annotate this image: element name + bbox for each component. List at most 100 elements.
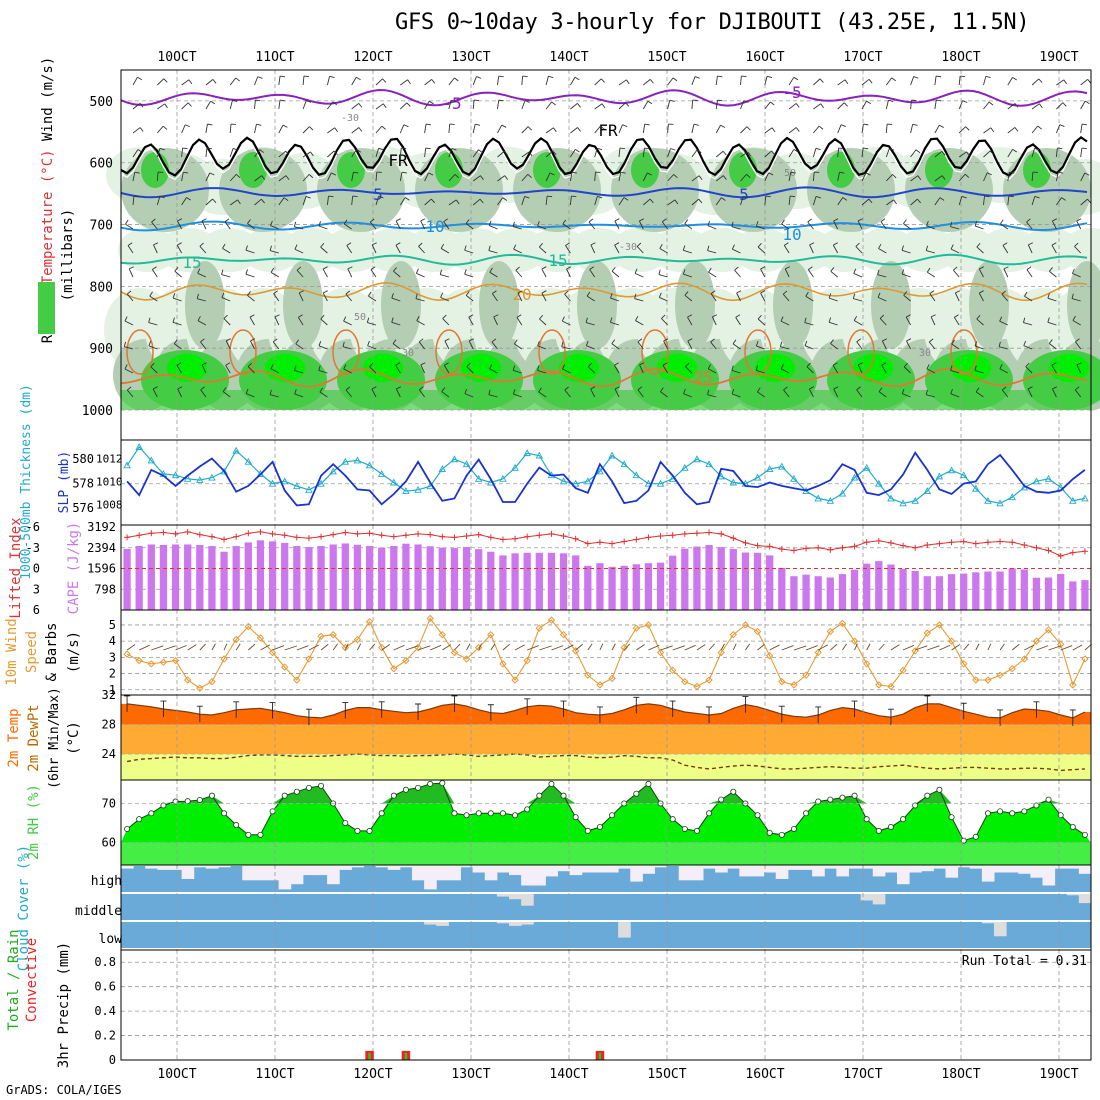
wind-barb-10m (999, 643, 1005, 651)
wind-barb-flag (893, 199, 897, 205)
wind-barb (1031, 196, 1036, 206)
wind-barb-flag (950, 221, 953, 227)
rh2m-point (536, 792, 543, 799)
wind-barb (205, 101, 211, 110)
wind-speed-point (559, 630, 568, 639)
rh-shading (283, 261, 323, 349)
wind-barb-flag (235, 77, 240, 82)
wind-barb (780, 346, 790, 350)
cloud-layer-middle (121, 894, 1091, 920)
wind-barb-flag (425, 123, 432, 126)
wind-barb (512, 226, 522, 230)
wind-barb-10m (1060, 645, 1073, 651)
wind-barb (472, 76, 477, 86)
wind-barb-flag (257, 76, 263, 79)
wind-barb-flag (562, 219, 567, 225)
wind-barb-flag (443, 218, 448, 223)
wind-barb-flag (428, 100, 434, 105)
cloud-clear-bar (121, 866, 134, 869)
wind-speed-point (887, 682, 895, 691)
wind-barb (618, 148, 621, 158)
wind-barb (197, 298, 207, 302)
wind-barb (497, 124, 503, 134)
cloud-clear-bar (290, 866, 304, 885)
cape-bar (960, 573, 968, 610)
wind-barb (375, 125, 383, 134)
temp-minmax-bar (560, 700, 567, 718)
rh-shading (773, 261, 813, 349)
wind-barb-flag (382, 103, 387, 109)
wind-barb-flag (280, 75, 286, 78)
wind-barb (885, 123, 888, 134)
wind-barb (740, 151, 749, 158)
cloud-clear-bar (569, 866, 583, 876)
wind-barb (343, 368, 352, 374)
thickness-point (365, 461, 374, 469)
wind-barb-flag (577, 127, 581, 132)
wind-barb (708, 368, 717, 374)
wind-barb-flag (382, 78, 387, 83)
wind-barb (812, 196, 817, 206)
wind-barb (229, 174, 237, 182)
wind-barb-flag (528, 151, 533, 157)
pressure-tick-label: 900 (90, 342, 113, 357)
contour-label: 15 (548, 251, 567, 270)
wind-barb (223, 318, 231, 326)
cape-bar (1032, 577, 1041, 610)
wind-barb-10m (781, 645, 794, 651)
wind-barb-flag (343, 219, 348, 225)
wind-barb (885, 174, 893, 182)
wind-barb-flag (1074, 386, 1080, 391)
wind-barb (934, 100, 937, 110)
wind-barb-flag (988, 101, 994, 106)
cape-bar (790, 576, 798, 610)
wind-barb-flag (571, 195, 577, 198)
rh2m-point (984, 810, 991, 817)
temp-tick-label: 28 (102, 718, 116, 732)
cape-bar (875, 561, 883, 610)
wind-barb (564, 389, 571, 398)
wind-barb-flag (548, 75, 554, 78)
wind-barb-flag (1047, 293, 1050, 299)
wind-barb-flag (936, 99, 942, 102)
wind-barb (150, 366, 158, 374)
isotherm-6 (120, 367, 1088, 388)
wind-barb-flag (333, 150, 338, 156)
cloud-clear-bar (581, 866, 595, 873)
wind-barb (221, 297, 231, 302)
cloud-clear-bar (787, 866, 801, 870)
wind-barb (691, 76, 696, 86)
wind-barb (885, 100, 889, 110)
wind-barb (326, 196, 329, 206)
date-tick-top: 12OCT (353, 50, 392, 65)
wind-barb-flag (249, 314, 255, 318)
wind-barb (667, 123, 669, 134)
wind-barb-flag (853, 315, 858, 321)
temp-minmax-bar (887, 708, 894, 726)
wind-barb-flag (611, 339, 616, 344)
rh2m-point (693, 827, 700, 834)
wind-barb (545, 172, 551, 182)
cape-bar (1069, 581, 1077, 610)
wind-barb (545, 196, 548, 206)
wind-barb-flag (852, 293, 856, 299)
wind-barb-flag (126, 386, 132, 391)
wind-barb-flag (682, 245, 686, 251)
wind-barb (642, 124, 646, 134)
wind-barb (157, 103, 165, 110)
wind-barb-flag (840, 124, 846, 128)
thickness-point (923, 487, 932, 495)
cape-bar (681, 548, 689, 610)
wind-speed-point (232, 635, 240, 644)
wind-barb-flag (393, 267, 397, 272)
wind-barb-flag (975, 387, 980, 393)
wind-barb-flag (439, 269, 442, 275)
wind-axis-label-2: Speed (24, 631, 40, 673)
wind-speed-point (778, 677, 786, 686)
wind-barb-10m (223, 643, 228, 651)
wind-barb (1056, 197, 1062, 206)
wind-axis-label-4: (m/s) (66, 631, 82, 673)
wind-barb-10m (490, 643, 496, 651)
wind-barb-flag (1024, 291, 1028, 297)
wind-barb-flag (212, 198, 217, 204)
